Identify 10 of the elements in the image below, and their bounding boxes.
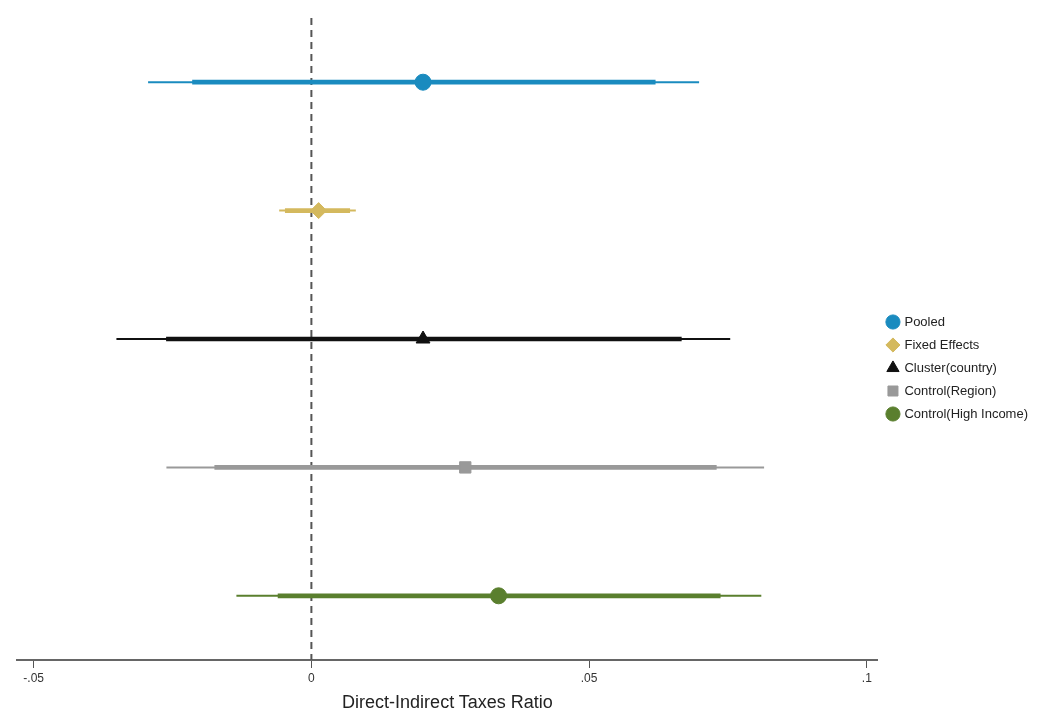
x-tick-label: 0 — [308, 670, 316, 685]
x-axis-title: Direct-Indirect Taxes Ratio — [342, 692, 553, 713]
legend-label: Control(Region) — [904, 382, 997, 398]
legend-label: Control(High Income) — [904, 405, 1028, 421]
x-tick-label: .05 — [580, 670, 598, 685]
legend-label: Fixed Effects — [904, 336, 980, 352]
legend-label: Pooled — [904, 313, 945, 329]
x-tick-label: -.05 — [23, 670, 45, 685]
x-tick-label: .1 — [861, 670, 873, 685]
legend-label: Cluster(country) — [904, 359, 997, 375]
